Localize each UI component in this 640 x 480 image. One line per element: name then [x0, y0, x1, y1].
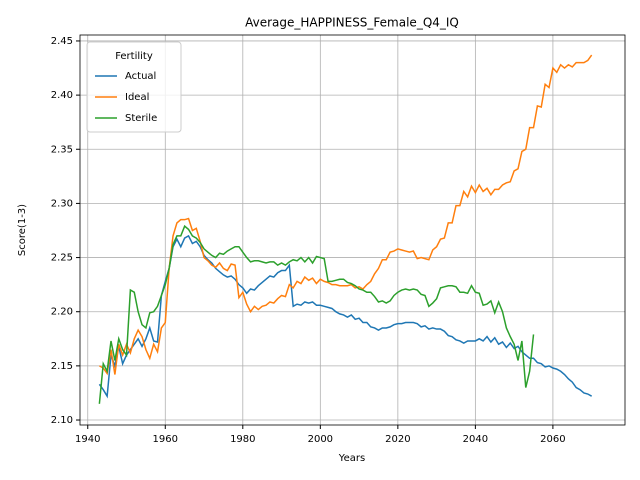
x-tick-label: 2020: [385, 434, 410, 445]
legend-box: [86, 41, 182, 133]
y-tick-label: 2.10: [51, 415, 73, 426]
y-tick-label: 2.25: [51, 253, 73, 264]
legend-label: Ideal: [125, 92, 149, 103]
x-tick-label: 2000: [308, 434, 333, 445]
legend: Fertility Actual Ideal Sterile: [86, 41, 182, 133]
line-series: [98, 224, 535, 404]
y-tick-label: 2.20: [51, 307, 73, 318]
legend-label: Sterile: [125, 113, 157, 124]
x-axis-label: Years: [338, 453, 365, 464]
x-tick-label: 1980: [230, 434, 255, 445]
y-tick-label: 2.45: [51, 36, 73, 47]
x-tick-label: 2040: [463, 434, 488, 445]
axes-frame: [79, 34, 626, 426]
y-tick-label: 2.30: [51, 198, 73, 209]
y-tick-label: 2.35: [51, 144, 73, 155]
line-series: [99, 54, 593, 376]
legend-title: Fertility: [115, 51, 153, 62]
line-series: [98, 234, 593, 399]
x-tick-label: 1940: [75, 434, 100, 445]
x-tick-label: 1960: [153, 434, 178, 445]
y-tick-label: 2.15: [51, 361, 73, 372]
legend-label: Actual: [125, 71, 156, 82]
y-tick-label: 2.40: [51, 90, 73, 101]
y-axis-label: Score(1-3): [17, 204, 28, 256]
chart-title: Average_HAPPINESS_Female_Q4_IQ: [245, 16, 459, 30]
x-tick-label: 2060: [540, 434, 565, 445]
